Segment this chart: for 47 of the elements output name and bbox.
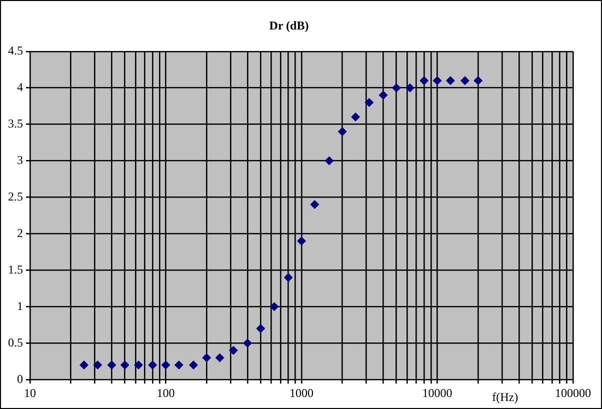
point [215,353,224,362]
point [80,360,89,370]
x-tick-label: 100 [156,386,175,400]
point [228,346,238,355]
y-tick-label: 3 [17,152,23,167]
point [406,83,415,92]
point [420,76,429,86]
point [134,360,144,370]
y-tick-label: 3.5 [8,116,23,130]
point [432,76,442,86]
y-tick-label: 0.5 [8,335,23,350]
point [460,76,470,86]
point [202,353,212,362]
x-tick-label: 100000 [555,386,591,400]
point [474,76,483,86]
point [188,360,198,370]
point [270,302,279,312]
point [364,98,374,107]
x-tick-label: 1000 [290,386,314,400]
y-tick-label: 2 [17,226,23,240]
point [392,83,401,92]
point [107,360,116,370]
point [351,112,360,122]
chart-title: Dr (dB) [269,18,309,32]
point [324,156,334,166]
point [446,76,455,86]
y-tick-label: 1 [17,298,23,313]
x-tick-label: 10000 [422,386,452,400]
point [174,360,184,370]
y-tick-label: 0 [17,372,23,386]
point [378,90,388,100]
y-tick-label: 2.5 [8,189,23,204]
point [93,360,102,370]
y-tick-label: 4.5 [8,44,23,58]
point [284,272,293,282]
x-tick-label: 10 [24,386,36,400]
y-tick-label: 1.5 [8,262,23,276]
point [338,127,347,136]
point [148,360,158,370]
point [256,324,266,334]
point [161,360,170,370]
y-tick-label: 4 [17,80,23,94]
point [120,360,130,370]
point [297,236,306,246]
point [242,338,252,348]
x-axis-title: f(Hz) [492,390,518,404]
point [310,200,320,210]
